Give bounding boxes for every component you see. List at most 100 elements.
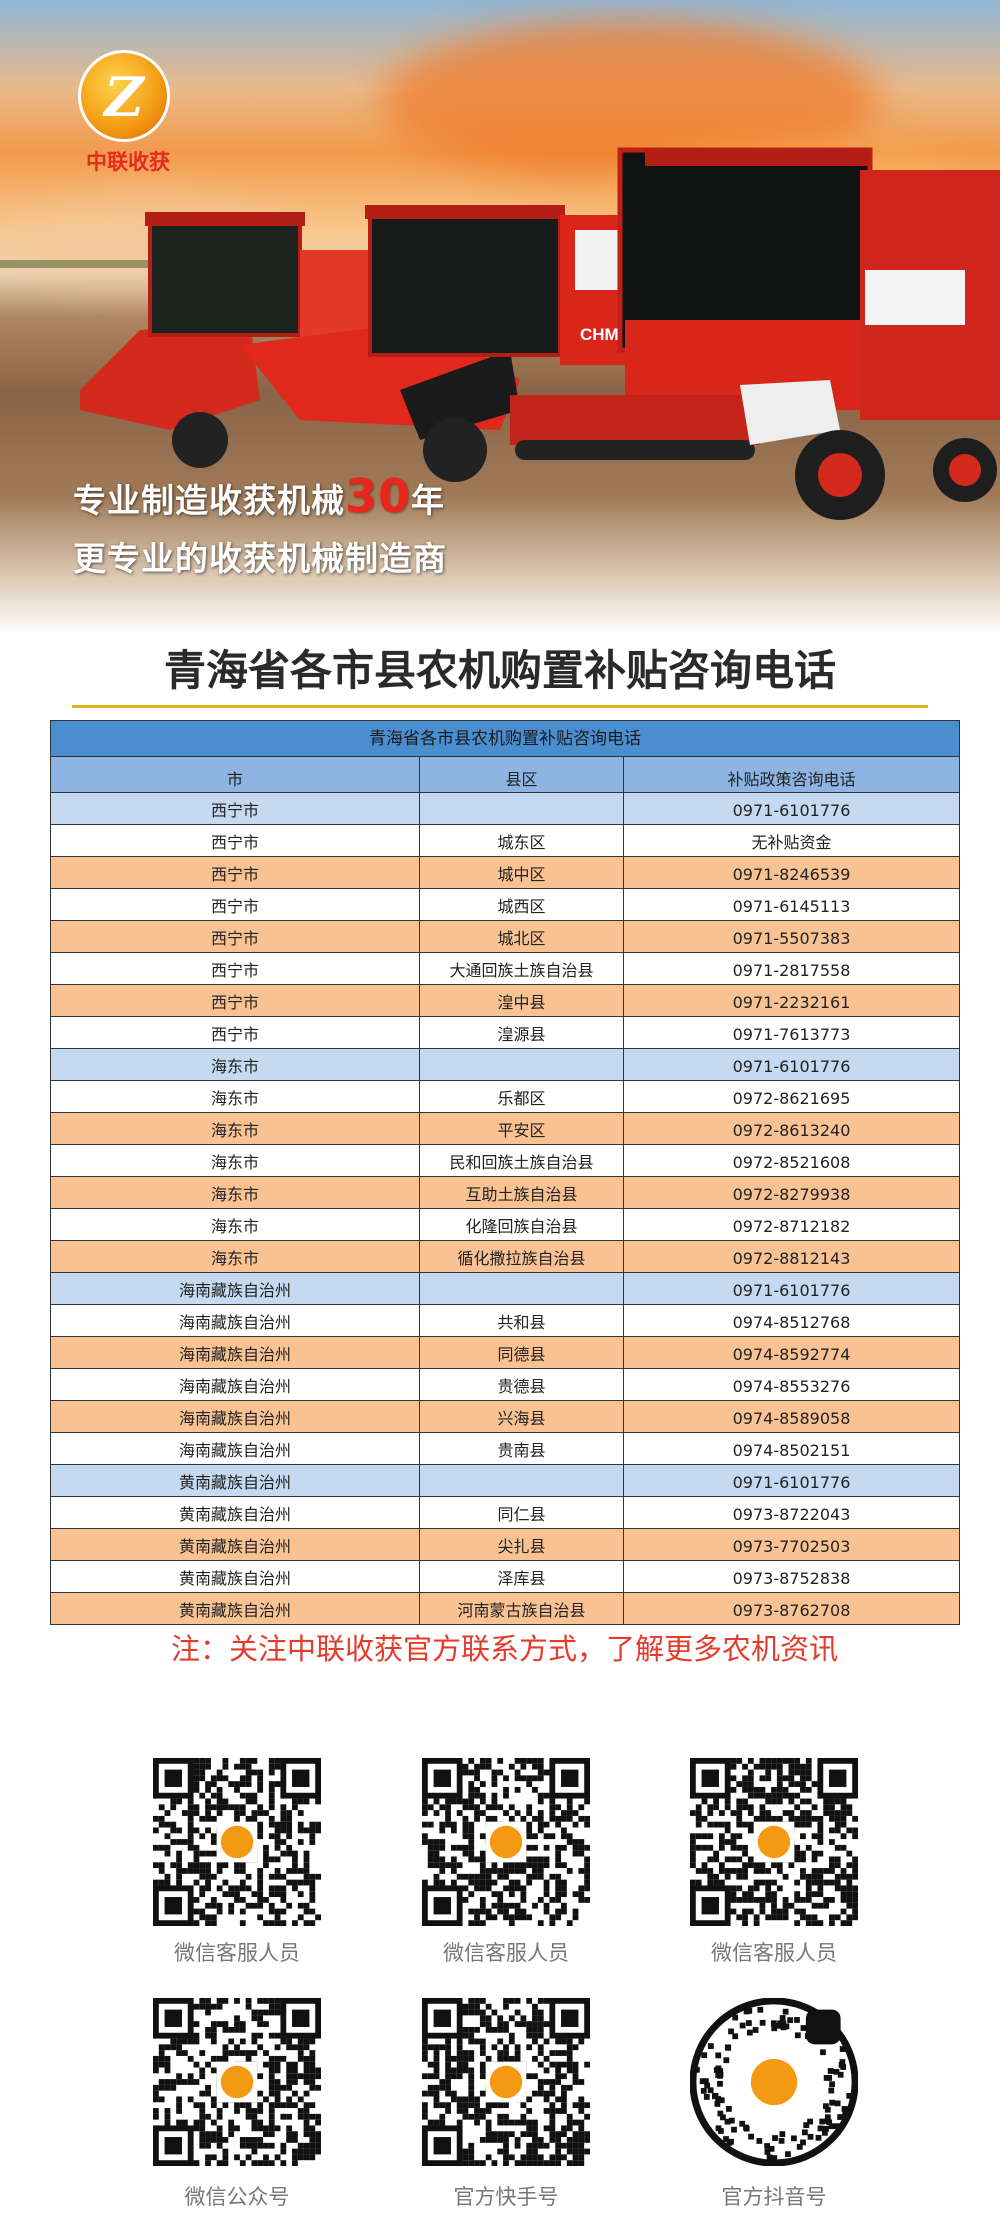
douyin-code-icon[interactable] (690, 1998, 858, 2166)
cell-city: 海东市 (50, 1112, 420, 1145)
cell-county: 兴海县 (419, 1400, 624, 1433)
column-header-phone: 补贴政策咨询电话 (623, 756, 960, 793)
cell-city: 海东市 (50, 1080, 420, 1113)
cell-phone: 0971-6101776 (623, 1048, 960, 1081)
cell-phone: 0974-8512768 (623, 1304, 960, 1337)
cell-county: 贵德县 (419, 1368, 624, 1401)
cell-county: 互助土族自治县 (419, 1176, 624, 1209)
cell-county: 泽库县 (419, 1560, 624, 1593)
table-row: 黄南藏族自治州 泽库县 0973-8752838 (50, 1560, 960, 1593)
table-row: 西宁市 城北区 0971-5507383 (50, 920, 960, 953)
cell-phone: 0974-8592774 (623, 1336, 960, 1369)
cell-county: 河南蒙古族自治县 (419, 1592, 624, 1625)
cell-phone: 0972-8613240 (623, 1112, 960, 1145)
qr-code-icon[interactable] (690, 1758, 858, 1926)
cell-city: 海南藏族自治州 (50, 1368, 420, 1401)
cell-county: 平安区 (419, 1112, 624, 1145)
cell-county: 民和回族土族自治县 (419, 1144, 624, 1177)
cell-city: 黄南藏族自治州 (50, 1464, 420, 1497)
cell-city: 黄南藏族自治州 (50, 1528, 420, 1561)
cell-phone: 0971-6101776 (623, 1464, 960, 1497)
cell-city: 西宁市 (50, 984, 420, 1017)
cell-city: 西宁市 (50, 792, 420, 825)
cell-county: 大通回族土族自治县 (419, 952, 624, 985)
cell-city: 西宁市 (50, 920, 420, 953)
table-row: 海南藏族自治州 共和县 0974-8512768 (50, 1304, 960, 1337)
table-row: 海东市 民和回族土族自治县 0972-8521608 (50, 1144, 960, 1177)
cell-phone: 0971-8246539 (623, 856, 960, 889)
cell-phone: 0972-8712182 (623, 1208, 960, 1241)
cell-city: 海南藏族自治州 (50, 1272, 420, 1305)
table-row: 黄南藏族自治州 同仁县 0973-8722043 (50, 1496, 960, 1529)
table-row: 海东市 乐都区 0972-8621695 (50, 1080, 960, 1113)
qr-code-icon[interactable] (422, 1998, 590, 2166)
cell-phone: 无补贴资金 (623, 824, 960, 857)
table-row: 海东市 0971-6101776 (50, 1048, 960, 1081)
cell-phone: 0974-8589058 (623, 1400, 960, 1433)
table-row: 黄南藏族自治州 0971-6101776 (50, 1464, 960, 1497)
cell-city: 海东市 (50, 1176, 420, 1209)
table-row: 海南藏族自治州 贵德县 0974-8553276 (50, 1368, 960, 1401)
cell-county (419, 1048, 624, 1081)
slogan-prefix: 专业制造收获机械 (73, 481, 345, 520)
table-row: 西宁市 大通回族土族自治县 0971-2817558 (50, 952, 960, 985)
cell-phone: 0973-8722043 (623, 1496, 960, 1529)
cell-county: 同德县 (419, 1336, 624, 1369)
cell-phone: 0973-8762708 (623, 1592, 960, 1625)
cell-county: 共和县 (419, 1304, 624, 1337)
cell-city: 西宁市 (50, 824, 420, 857)
harvesters-illustration: CHMC (0, 147, 1000, 520)
cell-county (419, 792, 624, 825)
cell-county: 乐都区 (419, 1080, 624, 1113)
table-row: 西宁市 湟源县 0971-7613773 (50, 1016, 960, 1049)
cell-city: 黄南藏族自治州 (50, 1560, 420, 1593)
cell-phone: 0971-6101776 (623, 1272, 960, 1305)
cell-county: 城东区 (419, 824, 624, 857)
cell-phone: 0971-6145113 (623, 888, 960, 921)
qr-code-icon[interactable] (153, 1758, 321, 1926)
subsidy-phone-table: 青海省各市县农机购置补贴咨询电话 市 县区 补贴政策咨询电话 西宁市 0971-6… (50, 720, 960, 1625)
cell-city: 海南藏族自治州 (50, 1336, 420, 1369)
cell-city: 海东市 (50, 1144, 420, 1177)
qr-code-icon[interactable] (153, 1998, 321, 2166)
cell-county: 城北区 (419, 920, 624, 953)
qr-code-icon[interactable] (422, 1758, 590, 1926)
cell-county: 湟中县 (419, 984, 624, 1017)
cell-county: 尖扎县 (419, 1528, 624, 1561)
cell-city: 海东市 (50, 1240, 420, 1273)
table-row: 海南藏族自治州 兴海县 0974-8589058 (50, 1400, 960, 1433)
brand-logo-text: 中联收获 (86, 150, 170, 174)
cell-phone: 0972-8521608 (623, 1144, 960, 1177)
table-caption: 青海省各市县农机购置补贴咨询电话 (50, 720, 960, 757)
table-row: 海东市 循化撒拉族自治县 0972-8812143 (50, 1240, 960, 1273)
cell-city: 海南藏族自治州 (50, 1400, 420, 1433)
cell-city: 西宁市 (50, 952, 420, 985)
cell-phone: 0971-2232161 (623, 984, 960, 1017)
cell-city: 海南藏族自治州 (50, 1432, 420, 1465)
column-header-city: 市 (50, 756, 420, 793)
follow-note: 注：关注中联收获官方联系方式，了解更多农机资讯 (170, 1632, 838, 1666)
cell-city: 海南藏族自治州 (50, 1304, 420, 1337)
cell-city: 海东市 (50, 1048, 420, 1081)
cell-county (419, 1464, 624, 1497)
cell-phone: 0973-7702503 (623, 1528, 960, 1561)
table-row: 西宁市 城东区 无补贴资金 (50, 824, 960, 857)
qr-code-label: 官方抖音号 (721, 2185, 827, 2209)
page-title: 青海省各市县农机购置补贴咨询电话 (163, 646, 836, 695)
cell-city: 西宁市 (50, 1016, 420, 1049)
cell-county: 湟源县 (419, 1016, 624, 1049)
cell-city: 黄南藏族自治州 (50, 1496, 420, 1529)
table-row: 海东市 平安区 0972-8613240 (50, 1112, 960, 1145)
cell-phone: 0971-7613773 (623, 1016, 960, 1049)
table-row: 海南藏族自治州 同德县 0974-8592774 (50, 1336, 960, 1369)
hero-banner: CHMC Z 中联收获 专业制造收获机械30年 更专业的收获机械制造商 (0, 0, 1000, 635)
table-row: 西宁市 城中区 0971-8246539 (50, 856, 960, 889)
slogan-years: 30 (345, 469, 412, 523)
slogan-suffix: 年 (411, 481, 446, 520)
cell-city: 西宁市 (50, 888, 420, 921)
table-row: 海南藏族自治州 0971-6101776 (50, 1272, 960, 1305)
brand-logo: Z (78, 50, 170, 142)
cell-phone: 0974-8553276 (623, 1368, 960, 1401)
cell-city: 西宁市 (50, 856, 420, 889)
cell-phone: 0974-8502151 (623, 1432, 960, 1465)
